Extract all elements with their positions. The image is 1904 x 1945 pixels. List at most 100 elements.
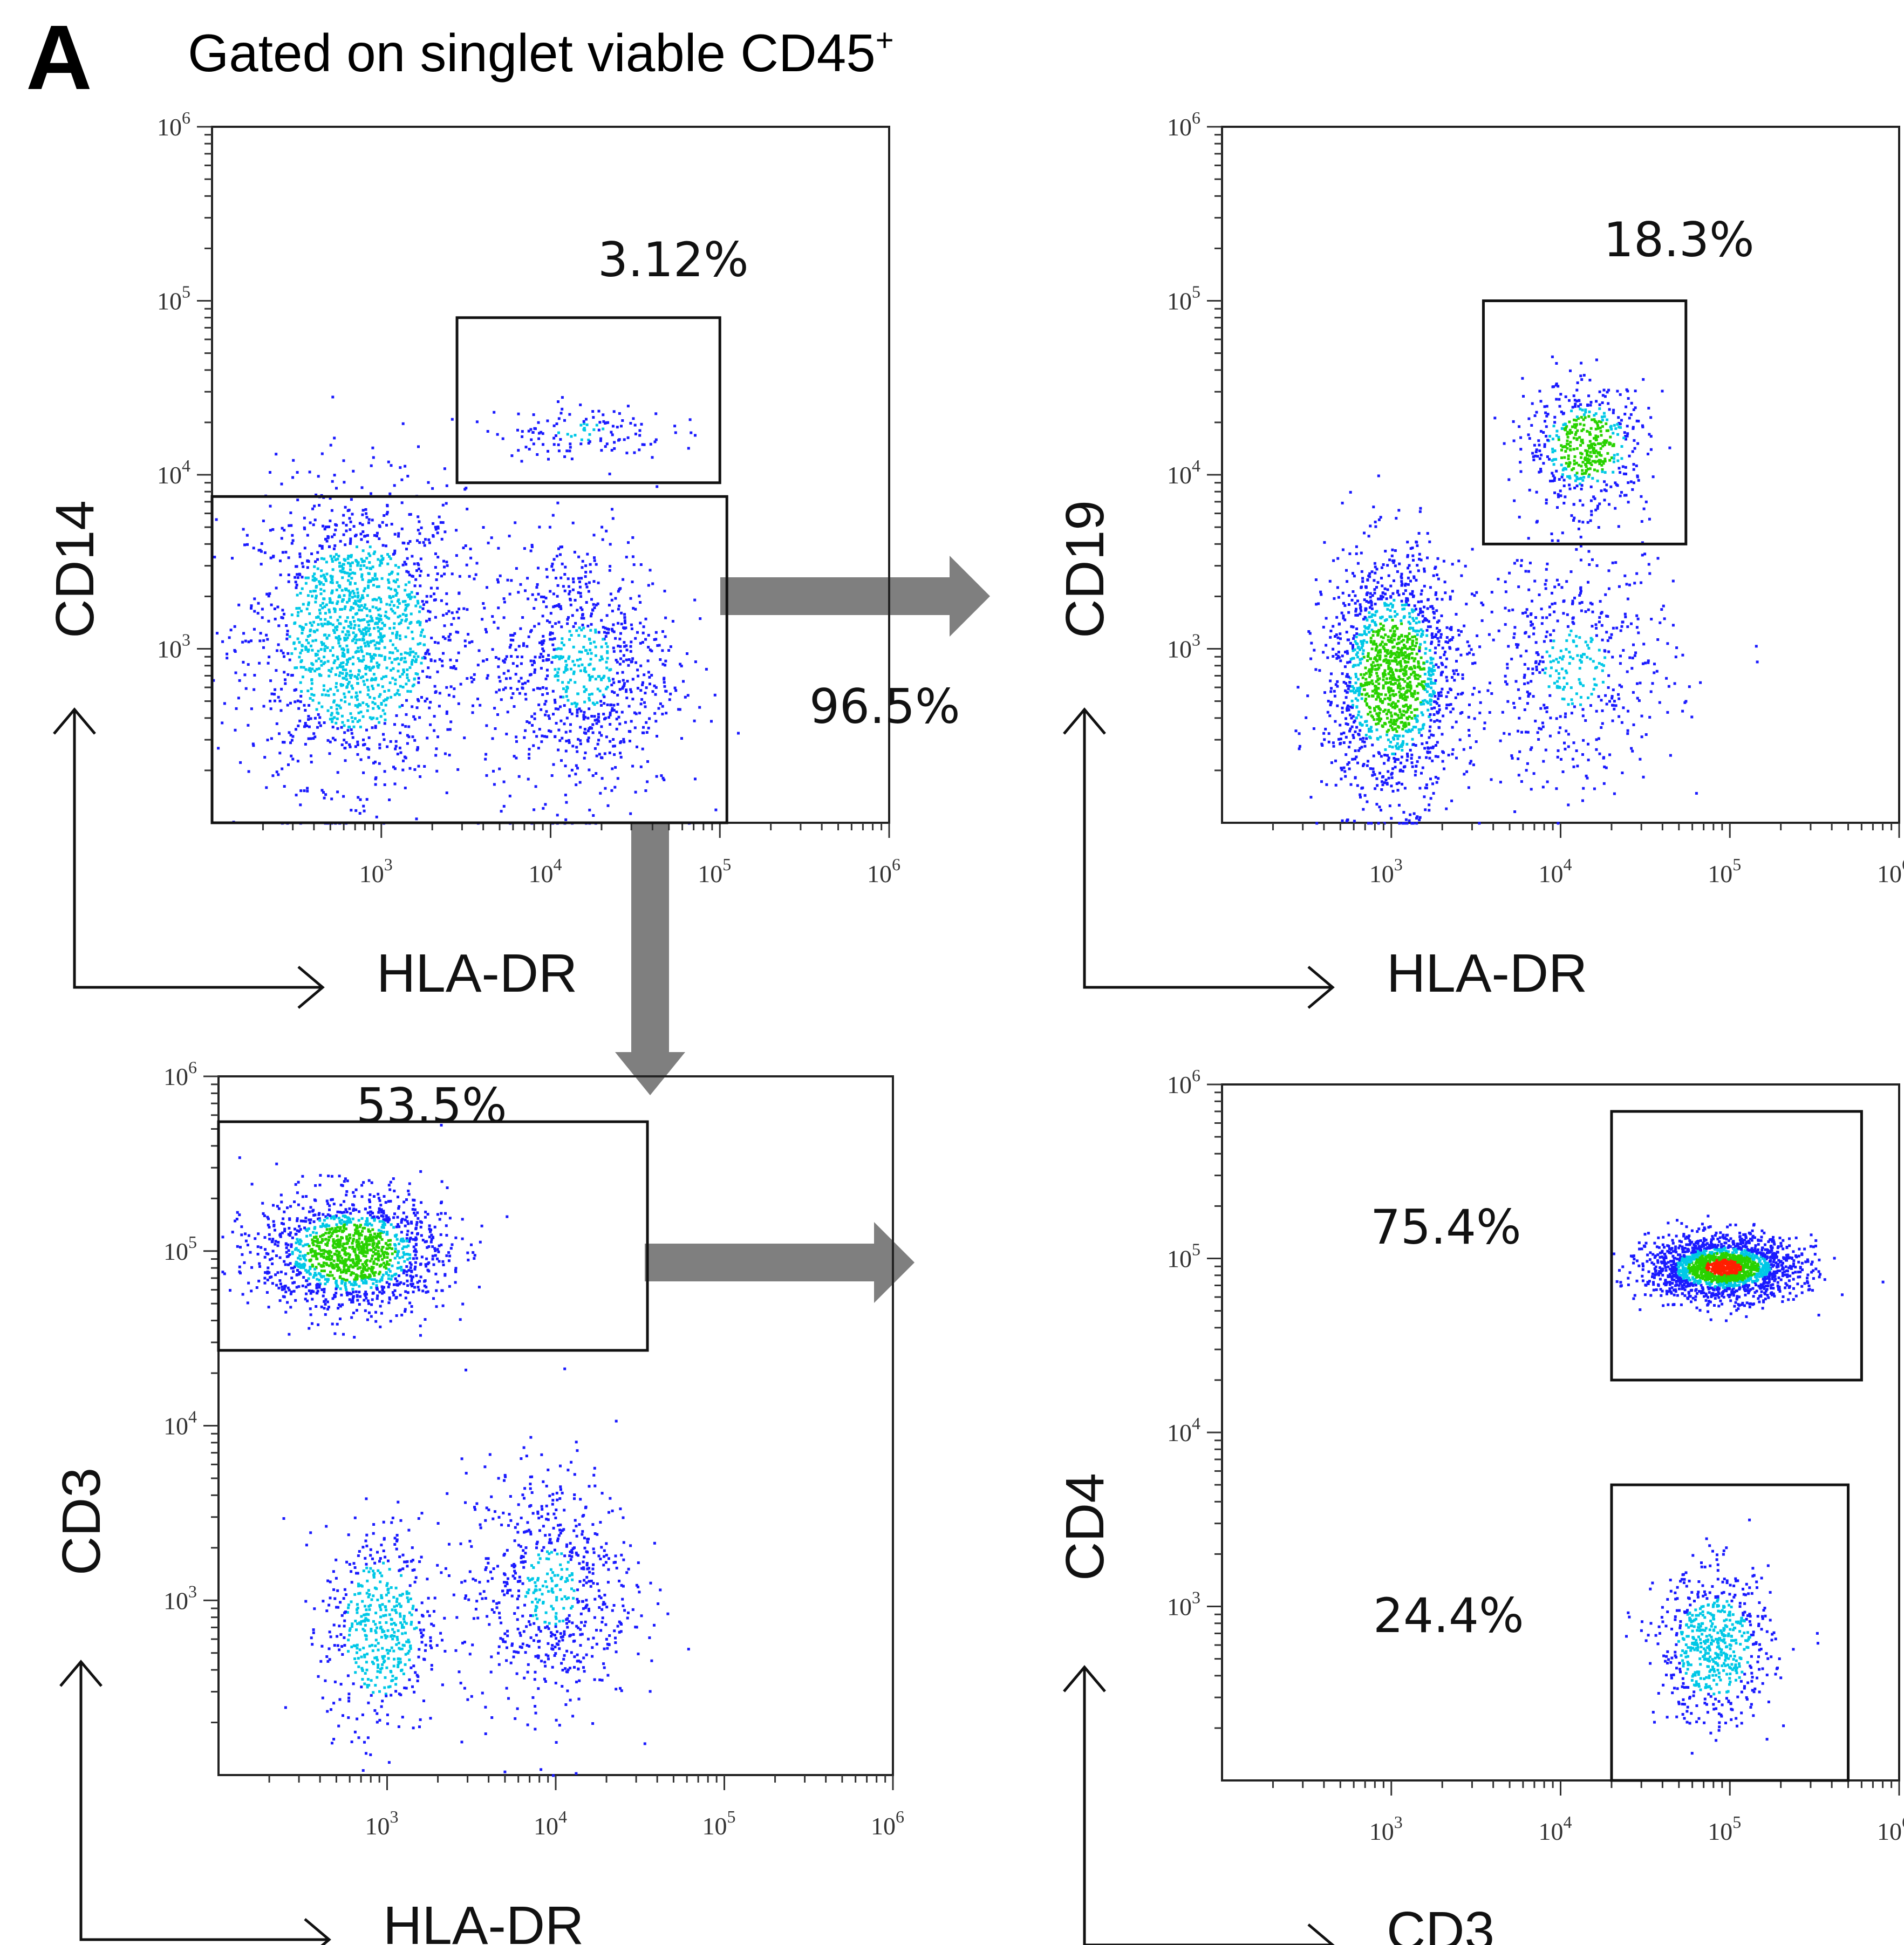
event-dot	[364, 667, 367, 670]
event-dot	[1419, 608, 1422, 611]
event-dot	[1434, 776, 1437, 779]
event-dot	[547, 658, 550, 661]
event-dot	[1354, 594, 1357, 597]
event-dot	[540, 740, 543, 743]
event-dot	[1398, 562, 1401, 565]
event-dot	[1340, 768, 1343, 772]
event-dot	[1575, 419, 1578, 422]
event-dot	[381, 521, 384, 524]
event-dot	[1371, 715, 1374, 719]
event-dot	[346, 600, 349, 604]
event-dot	[532, 413, 535, 417]
event-dot	[1612, 470, 1615, 474]
event-dot	[1578, 477, 1581, 480]
event-dot	[1499, 781, 1502, 784]
event-dot	[1393, 757, 1396, 760]
event-dot	[599, 439, 602, 442]
event-dot	[252, 547, 255, 550]
event-dot	[1390, 704, 1393, 707]
event-dot	[377, 558, 380, 561]
event-dot	[1448, 639, 1451, 642]
event-dot	[653, 638, 656, 641]
event-dot	[1394, 653, 1397, 657]
event-dot	[1595, 438, 1598, 441]
event-dot	[584, 571, 588, 574]
event-dot	[1568, 633, 1571, 637]
event-dot	[1344, 775, 1347, 778]
event-dot	[591, 675, 594, 678]
event-dot	[364, 665, 367, 667]
event-dot	[505, 733, 508, 735]
event-dot	[1589, 451, 1592, 454]
event-dot	[614, 637, 617, 640]
event-dot	[517, 680, 521, 683]
event-dot	[331, 480, 334, 483]
event-dot	[304, 582, 308, 585]
event-dot	[1366, 578, 1369, 582]
event-dot	[1531, 667, 1534, 671]
event-dot	[602, 676, 605, 679]
event-dot	[1574, 405, 1577, 408]
event-dot	[329, 649, 332, 652]
event-dot	[565, 689, 568, 692]
event-dot	[1416, 760, 1419, 763]
event-dot	[1517, 729, 1519, 733]
event-dot	[336, 557, 339, 561]
event-dot	[1371, 594, 1374, 597]
event-dot	[1429, 703, 1432, 706]
event-dot	[1538, 390, 1541, 393]
event-dot	[1404, 729, 1408, 733]
event-dot	[579, 424, 583, 427]
event-dot	[376, 585, 379, 588]
event-dot	[1366, 724, 1368, 727]
event-dot	[620, 711, 624, 714]
event-dot	[1423, 570, 1426, 573]
event-dot	[1528, 562, 1532, 564]
event-dot	[612, 708, 616, 712]
event-dot	[611, 690, 614, 693]
event-dot	[1580, 601, 1584, 604]
event-dot	[367, 756, 370, 759]
event-dot	[1383, 659, 1386, 662]
event-dot	[1579, 499, 1582, 502]
event-dot	[613, 447, 616, 450]
event-dot	[626, 405, 630, 408]
event-dot	[1411, 644, 1414, 647]
event-dot	[1373, 562, 1376, 565]
event-dot	[365, 626, 368, 630]
event-dot	[252, 688, 256, 691]
event-dot	[1349, 685, 1353, 688]
event-dot	[330, 667, 333, 670]
event-dot	[1368, 572, 1371, 575]
event-dot	[1551, 451, 1554, 454]
event-dot	[1380, 627, 1383, 630]
event-dot	[368, 633, 372, 637]
event-dot	[309, 717, 312, 720]
event-dot	[363, 809, 366, 813]
event-dot	[226, 652, 229, 656]
event-dot	[1387, 639, 1390, 642]
event-dot	[295, 607, 298, 610]
event-dot	[1423, 747, 1427, 750]
event-dot	[1635, 572, 1639, 575]
event-dot	[1572, 519, 1575, 522]
event-dot	[365, 512, 368, 515]
event-dot	[1624, 435, 1627, 438]
event-dot	[1397, 700, 1400, 703]
event-dot	[347, 589, 350, 592]
event-dot	[1438, 708, 1441, 711]
event-dot	[343, 653, 346, 656]
event-dot	[1376, 667, 1380, 671]
event-dot	[418, 520, 421, 523]
event-dot	[329, 687, 332, 691]
event-dot	[557, 620, 561, 624]
event-dot	[1373, 657, 1376, 660]
event-dot	[1449, 595, 1452, 598]
event-dot	[340, 714, 344, 718]
event-dot	[1380, 616, 1383, 619]
event-dot	[569, 723, 572, 726]
event-dot	[283, 612, 285, 616]
event-dot	[1530, 424, 1533, 427]
event-dot	[368, 716, 372, 719]
event-dot	[1544, 411, 1547, 414]
